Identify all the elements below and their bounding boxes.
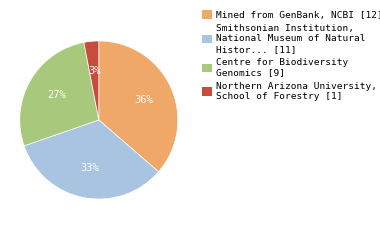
- Wedge shape: [20, 42, 99, 146]
- Text: 36%: 36%: [134, 95, 153, 105]
- Text: 33%: 33%: [80, 163, 99, 173]
- Text: 3%: 3%: [88, 66, 100, 76]
- Wedge shape: [84, 41, 99, 120]
- Wedge shape: [24, 120, 158, 199]
- Wedge shape: [99, 41, 178, 172]
- Legend: Mined from GenBank, NCBI [12], Smithsonian Institution,
National Museum of Natur: Mined from GenBank, NCBI [12], Smithsoni…: [202, 10, 380, 101]
- Text: 27%: 27%: [47, 90, 66, 101]
